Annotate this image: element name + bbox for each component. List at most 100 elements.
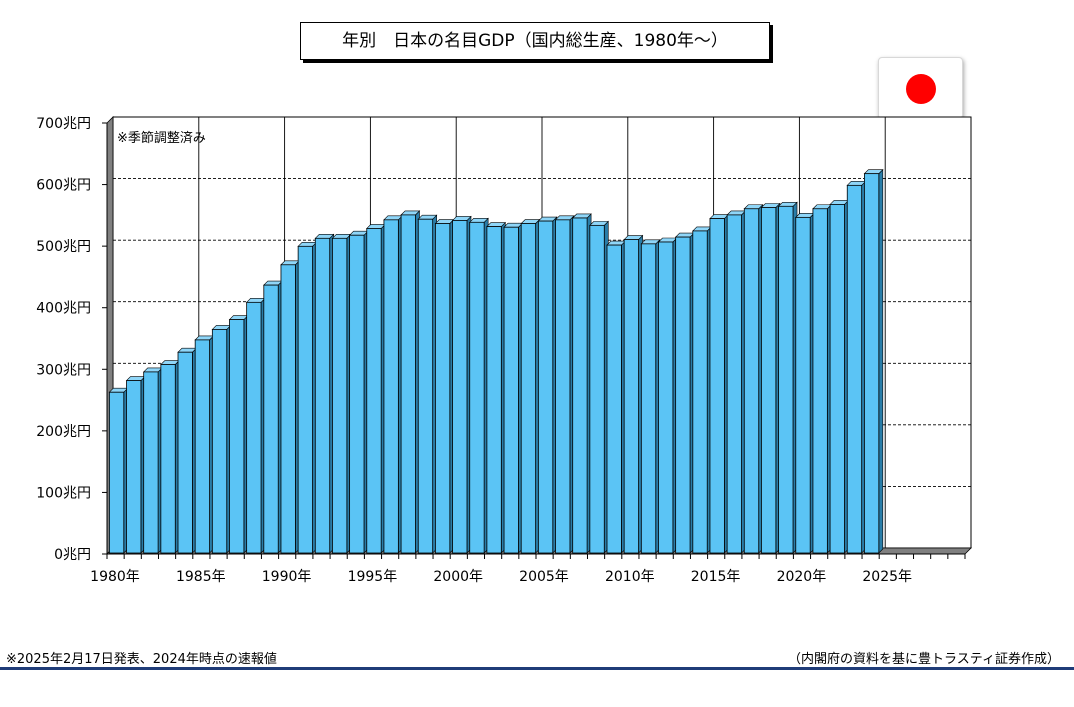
- bar-2020: [795, 212, 815, 554]
- x-tick-label: 2005年: [519, 569, 569, 585]
- bar-front: [846, 184, 863, 554]
- japan-flag-icon: [878, 57, 963, 119]
- bar-front: [640, 243, 657, 554]
- bar-1992: [314, 233, 335, 554]
- gdp-bar-chart: 0兆円 100兆円 200兆円 300兆円 400兆円 500兆円 600兆円 700兆円 1…: [36, 116, 972, 585]
- bar-1990: [280, 260, 301, 554]
- bar-2021: [812, 204, 833, 554]
- y-tick-label: 300兆円: [36, 362, 91, 378]
- bar-front: [417, 218, 434, 554]
- bar-front: [761, 207, 777, 554]
- bar-2023: [846, 180, 867, 554]
- bar-front: [658, 241, 674, 554]
- bar-2014: [692, 226, 712, 554]
- x-tick-label: 1995年: [348, 569, 398, 585]
- bar-front: [297, 245, 313, 554]
- bar-front: [314, 237, 331, 554]
- bar-front: [795, 216, 811, 554]
- y-tick-label: 0兆円: [54, 547, 91, 563]
- x-tick-label: 2010年: [605, 569, 655, 585]
- bar-front: [692, 230, 708, 554]
- bar-2012: [657, 237, 678, 554]
- bar-front: [211, 329, 228, 554]
- y-tick-label: 500兆円: [36, 239, 91, 255]
- bar-front: [194, 339, 210, 554]
- bar-2000: [451, 215, 472, 554]
- x-tick-label: 1985年: [176, 569, 226, 585]
- bar-front: [623, 239, 639, 554]
- y-tick-label: 700兆円: [36, 116, 91, 132]
- bar-front: [280, 264, 296, 554]
- bar-2003: [503, 222, 524, 554]
- bar-front: [537, 220, 554, 554]
- bar-2008: [589, 220, 609, 554]
- bar-side: [878, 168, 884, 554]
- footnote: ※2025年2月17日発表、2024年時点の速報値: [6, 652, 277, 667]
- bar-1999: [434, 218, 455, 554]
- bar-front: [452, 220, 468, 554]
- bar-2004: [520, 218, 541, 554]
- x-tick-label: 2020年: [777, 569, 827, 585]
- bar-1995: [366, 223, 386, 554]
- bar-front: [229, 319, 245, 554]
- bar-1986: [211, 324, 232, 554]
- bar-1993: [331, 233, 352, 554]
- y-tick-label: 400兆円: [36, 301, 91, 317]
- bar-2001: [469, 217, 489, 554]
- bar-1984: [177, 347, 198, 554]
- bar-front: [349, 234, 365, 554]
- x-tick-label: 1990年: [262, 569, 312, 585]
- bar-2009: [606, 240, 627, 554]
- bar-front: [743, 208, 760, 554]
- bar-front: [143, 371, 159, 554]
- bar-1997: [400, 210, 421, 554]
- bar-front: [572, 217, 588, 554]
- bar-front: [829, 204, 845, 554]
- x-tick-label: 2000年: [433, 569, 483, 585]
- bar-2016: [726, 210, 747, 554]
- bar-front: [778, 205, 794, 554]
- bar-2006: [554, 215, 575, 554]
- flag-disc: [906, 74, 936, 104]
- bar-2013: [674, 232, 695, 554]
- bar-1996: [383, 215, 404, 554]
- source-credit: （内閣府の資料を基に豊トラスティ証券作成）: [788, 652, 1060, 667]
- bar-front: [555, 219, 571, 554]
- bar-1982: [142, 367, 163, 554]
- y-tick-label: 600兆円: [36, 178, 91, 194]
- seasonal-adjustment-note: ※季節調整済み: [117, 130, 206, 146]
- x-tick-label: 2025年: [862, 569, 912, 585]
- bar-2007: [571, 213, 592, 554]
- bar-1991: [297, 241, 318, 554]
- y-tick-label: 100兆円: [36, 485, 91, 501]
- bar-1998: [417, 214, 438, 554]
- bars: [108, 168, 884, 554]
- bar-front: [435, 223, 451, 554]
- bar-2005: [537, 216, 558, 554]
- bar-front: [366, 228, 382, 554]
- x-axis-ticks: 1980年 1985年 1990年 1995年 2000年 2005年 2010年 2015年…: [90, 554, 966, 585]
- bar-front: [520, 223, 537, 554]
- chart-title: 年別 日本の名目GDP（国内総生産、1980年～）: [300, 22, 770, 60]
- bar-front: [606, 244, 622, 554]
- bar-2011: [640, 239, 661, 554]
- bar-2017: [743, 204, 764, 554]
- bar-front: [246, 301, 262, 554]
- bar-front: [589, 224, 605, 554]
- bar-front: [486, 226, 502, 554]
- bar-front: [503, 226, 519, 554]
- bar-front: [160, 364, 176, 554]
- bar-front: [864, 173, 880, 554]
- bar-1989: [263, 280, 283, 554]
- bar-2018: [760, 202, 781, 554]
- bar-front: [332, 237, 348, 554]
- y-axis-ticks: 0兆円 100兆円 200兆円 300兆円 400兆円 500兆円 600兆円 700兆円: [36, 116, 107, 563]
- bar-front: [726, 214, 742, 554]
- bar-2010: [623, 234, 644, 554]
- bar-front: [812, 208, 828, 554]
- bar-2015: [709, 213, 730, 554]
- bar-front: [126, 380, 142, 554]
- bar-1983: [160, 359, 180, 554]
- y-tick-label: 200兆円: [36, 424, 91, 440]
- bottom-rule: [0, 667, 1074, 670]
